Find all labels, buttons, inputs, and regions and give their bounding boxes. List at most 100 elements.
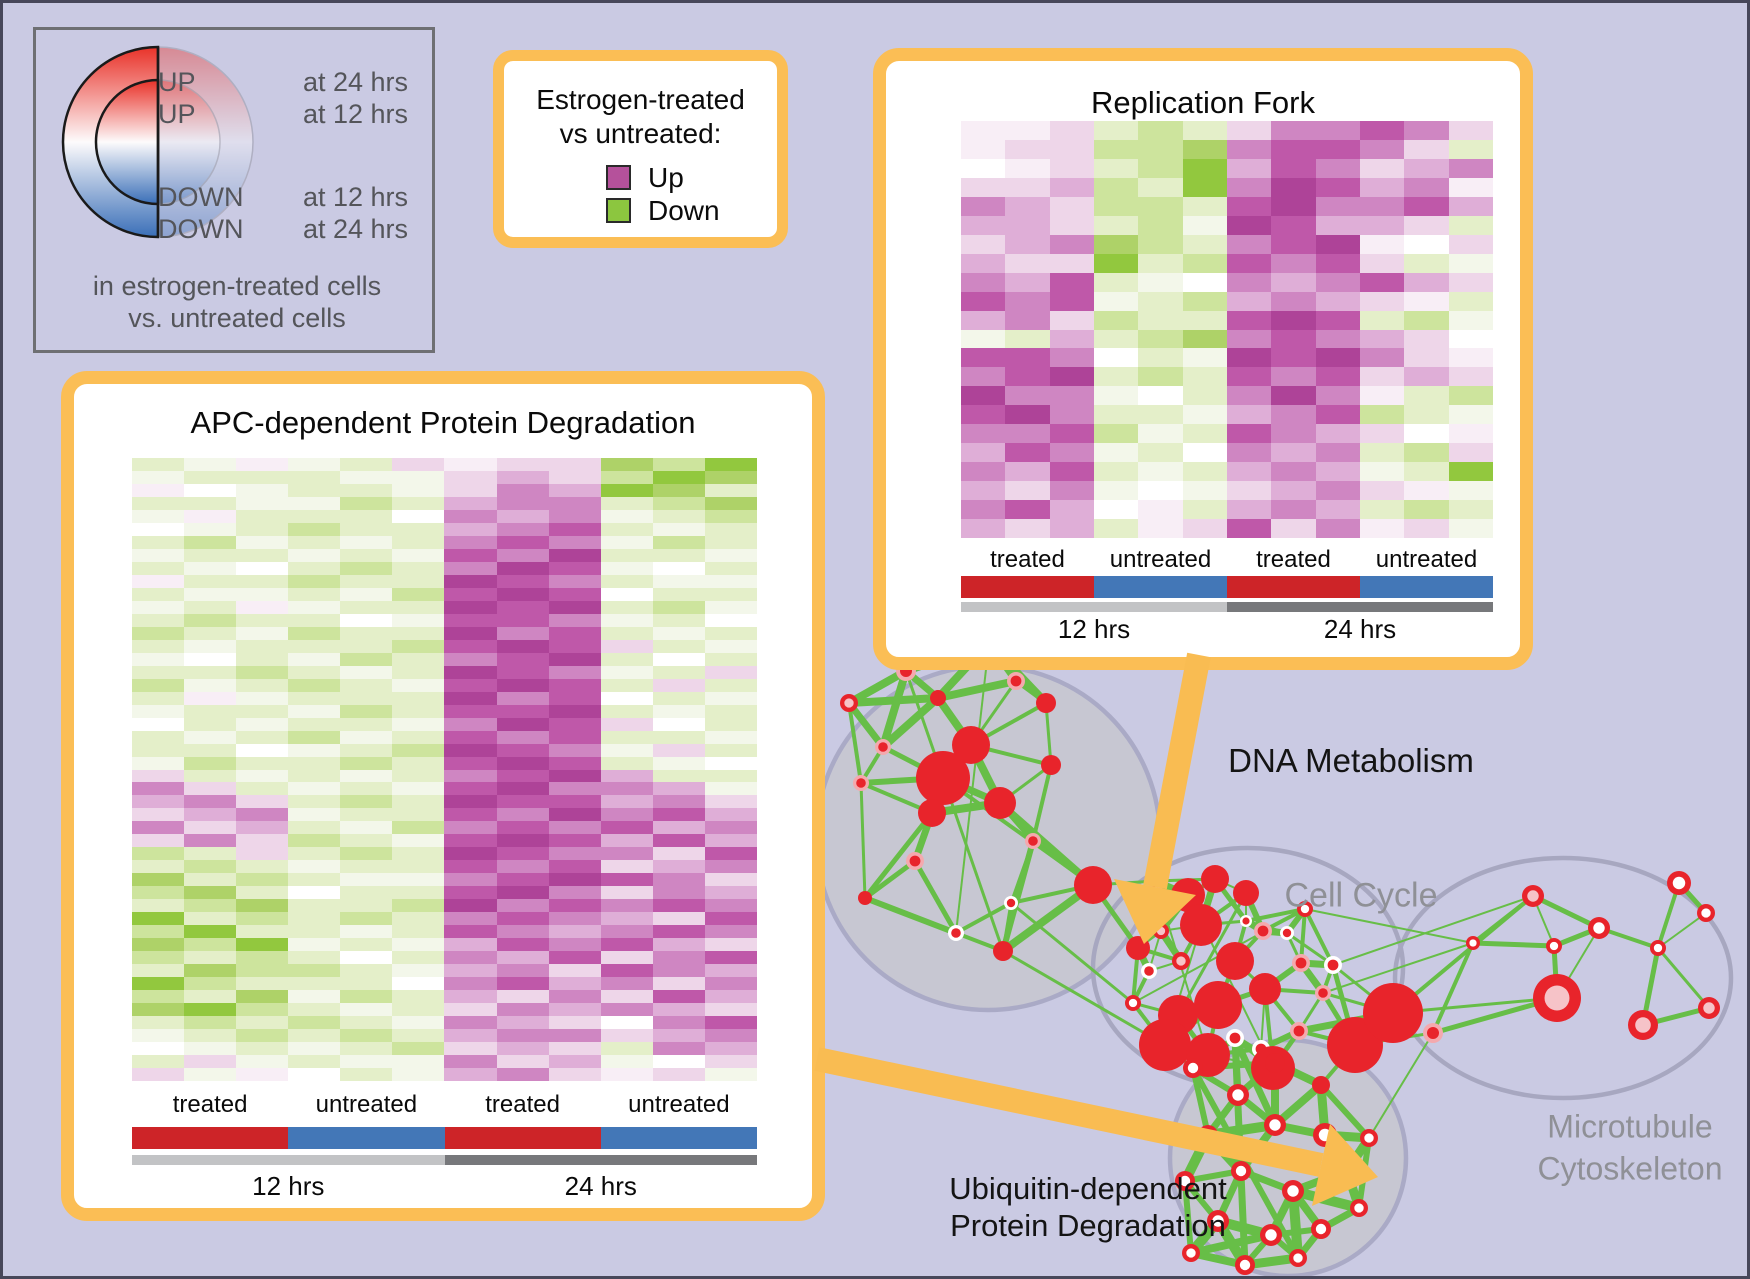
heatmap-cell [496,639,549,653]
time-label-24hrs: 24 hrs [564,1171,637,1201]
network-node [1074,866,1112,904]
heatmap-cell [288,951,341,965]
heatmap-cell [548,717,601,731]
heatmap-cell [600,587,653,601]
heatmap-cell [1448,348,1493,368]
updown-footer-line2: vs. untreated cells [128,303,346,333]
group-label: untreated [628,1091,730,1118]
heatmap-cell [1182,329,1227,349]
heatmap-cell [1093,443,1139,463]
heatmap-cell [444,964,497,978]
heatmap-cell [340,1016,393,1030]
heatmap-cell [496,795,549,809]
heatmap-cell [1138,329,1183,349]
heatmap-cell [600,938,653,952]
heatmap-cell [132,678,185,692]
heatmap-cell [444,600,497,614]
heatmap-cell [496,522,549,536]
heatmap-cell [1138,405,1183,425]
heatmap-cell [600,873,653,887]
network-edge [904,670,1005,952]
heatmap-cell [496,964,549,978]
heatmap-cell [444,548,497,562]
heatmap-cell [652,1029,705,1043]
heatmap-cell [392,665,445,679]
heatmap-cell [184,1016,237,1030]
heatmap-cell [132,483,185,497]
heatmap-cell [652,834,705,848]
group-label: untreated [1375,546,1478,573]
heatmap-cell [132,756,185,770]
heatmap-cell [496,470,549,484]
network-node-core [951,928,961,938]
heatmap-cell [184,470,237,484]
apc-treatment-bar [132,1127,757,1149]
network-node-core [1527,890,1539,902]
network-node [1201,865,1229,893]
heatmap-cell [1315,234,1360,254]
heatmap-cell [444,821,497,835]
heatmap-cell [1404,158,1449,178]
heatmap-cell [1182,462,1227,482]
heatmap-cell [236,470,289,484]
heatmap-cell [496,509,549,523]
heatmap-cell [1138,386,1183,406]
heatmap-cell [1138,519,1183,538]
heatmap-cell [132,1042,185,1056]
network-node-core [844,698,854,708]
heatmap-cell [548,639,601,653]
heatmap-cell [600,951,653,965]
heatmap-cell [1182,291,1227,311]
heatmap-cell [1404,291,1449,311]
updown-row-dir: DOWN [158,214,244,244]
heatmap-cell [340,847,393,861]
heatmap-cell [444,769,497,783]
heatmap-cell [1271,405,1316,425]
network-node-core [1144,966,1154,976]
heatmap-cell [496,1003,549,1017]
heatmap-cell [236,678,289,692]
heatmap-cell [340,938,393,952]
heatmap-cell [184,782,237,796]
rf-time-labels: 12 hrs 24 hrs [961,614,1493,644]
heatmap-cell [496,821,549,835]
network-edge [1299,908,1307,964]
network-edge [1245,907,1306,923]
heatmap-cell [1359,481,1405,501]
heatmap-cell [184,458,237,471]
heatmap-cell [1005,215,1050,235]
heatmap-cell [704,925,757,939]
heatmap-cell [704,548,757,562]
network-edge [846,700,886,750]
heatmap-cell [1226,367,1272,387]
heatmap-cell [132,951,185,965]
heatmap-cell [132,626,185,640]
network-node [930,690,946,706]
heatmap-cell [704,1029,757,1043]
network-node-core [1128,998,1138,1008]
heatmap-cell [496,1016,549,1030]
heatmap-cell [1005,139,1050,159]
heatmap-cell [132,847,185,861]
heatmap-cell [288,821,341,835]
heatmap-cell [1226,481,1272,501]
heatmap-cell [444,730,497,744]
heatmap-cell [1404,310,1449,330]
heatmap-cell [1093,367,1139,387]
network-node-core [1315,1223,1327,1235]
group-label: treated [1256,546,1331,573]
heatmap-cell [340,1042,393,1056]
heatmap-cell [961,481,1006,501]
heatmap-cell [392,1016,445,1030]
heatmap-cell [1093,177,1139,197]
heatmap-cell [340,691,393,705]
treatment-bar-segment [961,576,1094,598]
heatmap-cell [1448,519,1493,538]
network-edge [847,667,908,707]
heatmap-cell [600,899,653,913]
network-node-core [1176,956,1186,966]
heatmap-cell [961,121,1006,140]
heatmap-cell [184,496,237,510]
heatmap-cell [288,873,341,887]
heatmap-cell [132,470,185,484]
